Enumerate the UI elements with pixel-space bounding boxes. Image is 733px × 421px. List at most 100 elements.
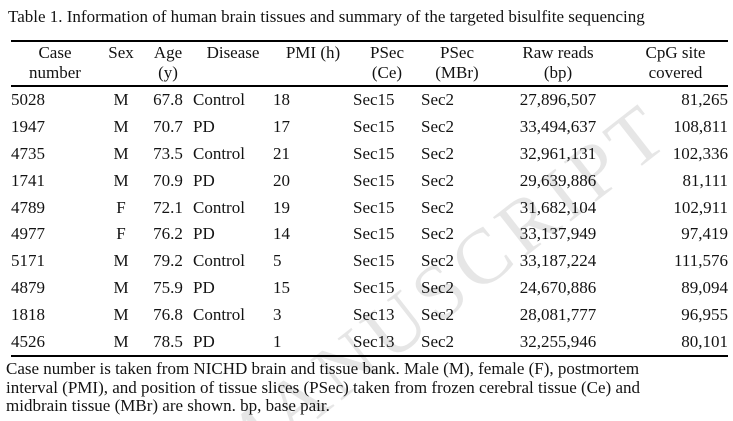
column-header-line: Age [153, 43, 183, 62]
table-cell: Sec15 [353, 170, 395, 190]
table-cell: 1947 [11, 117, 45, 137]
column-header-line: Raw reads [522, 43, 594, 62]
table-header-row: Case number Sex Age (y) Disease PMI (h) PSec (Ce… [11, 41, 728, 87]
table-row: 4735 M 73.5 Control 21 Sec15 Sec2 32,961,131 102… [11, 141, 728, 168]
table-cell: 1818 [11, 304, 45, 324]
table-cell: 1741 [11, 170, 45, 190]
table-cell: 70.9 [153, 170, 183, 190]
table-cell: 75.9 [153, 277, 183, 297]
table-cell: Sec2 [421, 90, 455, 110]
table-row: 5171 M 79.2 Control 5 Sec15 Sec2 33,187,224 111,… [11, 248, 728, 275]
table-row: 4879 M 75.9 PD 15 Sec15 Sec2 24,670,886 89,094 [11, 275, 728, 302]
table-cell: 111,576 [674, 251, 728, 271]
table-cell: PD [193, 328, 273, 357]
table-cell: 19 [273, 197, 290, 217]
table-cell: 33,494,637 [519, 117, 597, 137]
table-cell: 15 [273, 277, 290, 297]
table-cell: PD [193, 224, 215, 244]
table-cell: 32,961,131 [519, 143, 597, 163]
table-cell: Sec15 [353, 143, 395, 163]
table-cell: 80,101 [623, 328, 728, 357]
column-header: PSec (Ce) [353, 41, 421, 87]
table-cell: Sec15 [353, 197, 395, 217]
table-cell: 102,911 [673, 197, 728, 217]
table-cell: 4977 [11, 224, 45, 244]
table-cell: 17 [273, 117, 290, 137]
table-row: 4789 F 72.1 Control 19 Sec15 Sec2 31,682,104 102… [11, 194, 728, 221]
table-cell: PD [193, 170, 215, 190]
table-cell: M [113, 143, 129, 163]
data-table: Case number Sex Age (y) Disease PMI (h) PSec (Ce… [11, 40, 728, 357]
column-header-line: Case [38, 43, 72, 62]
table-cell: Sec15 [353, 251, 395, 271]
table-cell: 81,111 [682, 170, 729, 190]
column-header-line: (bp) [543, 63, 573, 82]
table-cell: Sec2 [421, 170, 455, 190]
table-cell: 27,896,507 [519, 90, 597, 110]
table-cell: Sec2 [421, 143, 455, 163]
table-cell: 5 [273, 251, 282, 271]
table-cell: M [113, 304, 129, 324]
table-cell: Sec2 [421, 224, 455, 244]
column-header-line: (MBr) [435, 63, 479, 82]
table-cell: 102,336 [672, 143, 728, 163]
table-cell: 96,955 [681, 304, 728, 324]
table-cell: 32,255,946 [493, 328, 623, 357]
footnote-line: midbrain tissue (MBr) are shown. bp, bas… [6, 396, 330, 416]
table-cell: Control [193, 304, 245, 324]
table-row: 1741 M 70.9 PD 20 Sec15 Sec2 29,639,886 81,111 [11, 167, 728, 194]
table-cell: 108,811 [673, 117, 728, 137]
table-cell: 29,639,886 [519, 170, 597, 190]
table-cell: 4789 [11, 197, 45, 217]
table-cell: 4526 [11, 328, 99, 357]
column-header-line: PMI (h) [285, 43, 341, 62]
column-header-line: (Ce) [371, 63, 403, 82]
column-header-line: PSec [440, 43, 474, 62]
footnote-line: Case number is taken from NICHD brain an… [6, 358, 640, 378]
table-cell: Sec15 [353, 90, 395, 110]
column-header: Age (y) [143, 41, 193, 87]
table-cell: 20 [273, 170, 290, 190]
column-header: PSec (MBr) [421, 41, 493, 87]
table-cell: 31,682,104 [519, 197, 597, 217]
table-cell: M [113, 277, 129, 297]
table-cell: 28,081,777 [519, 304, 597, 324]
table-cell: M [113, 251, 129, 271]
column-header: CpG site covered [623, 41, 728, 87]
column-header: Disease [193, 41, 273, 87]
table-cell: M [113, 170, 129, 190]
column-header: Sex [99, 41, 143, 87]
table-cell: Sec2 [421, 277, 455, 297]
table-cell: Sec2 [421, 197, 455, 217]
column-header-line: covered [648, 63, 703, 82]
table-row: 4977 F 76.2 PD 14 Sec15 Sec2 33,137,949 97,419 [11, 221, 728, 248]
table-cell: 81,265 [681, 90, 728, 110]
table-cell: 4735 [11, 143, 45, 163]
table-cell: Sec2 [421, 304, 455, 324]
column-header: Case number [11, 41, 99, 87]
table-cell: Control [193, 143, 245, 163]
table-cell: Sec15 [353, 277, 395, 297]
column-header-line: PSec [370, 43, 404, 62]
table-cell: 89,094 [681, 277, 728, 297]
table-cell: Sec13 [353, 304, 395, 324]
column-header: Raw reads (bp) [493, 41, 623, 87]
footnote-line: interval (PMI), and position of tissue s… [6, 377, 641, 397]
table-body: 5028 M 67.8 Control 18 Sec15 Sec2 27,896,507 81,… [11, 86, 728, 357]
table-cell: 18 [273, 90, 290, 110]
table-cell: 70.7 [153, 117, 183, 137]
table-cell: 76.8 [153, 304, 183, 324]
table-cell: 5171 [11, 251, 45, 271]
table-cell: Control [193, 197, 245, 217]
table-cell: F [116, 224, 126, 244]
table-cell: Control [193, 90, 245, 110]
table-cell: M [113, 117, 129, 137]
table-cell: Sec13 [353, 328, 421, 357]
table-cell: 14 [273, 224, 290, 244]
column-header: PMI (h) [273, 41, 353, 87]
column-header-line: number [29, 63, 81, 82]
table-cell: 72.1 [153, 197, 183, 217]
table-row: 1947 M 70.7 PD 17 Sec15 Sec2 33,494,637 108,811 [11, 114, 728, 141]
table-header: Case number Sex Age (y) Disease PMI (h) PSec (Ce… [11, 41, 728, 87]
